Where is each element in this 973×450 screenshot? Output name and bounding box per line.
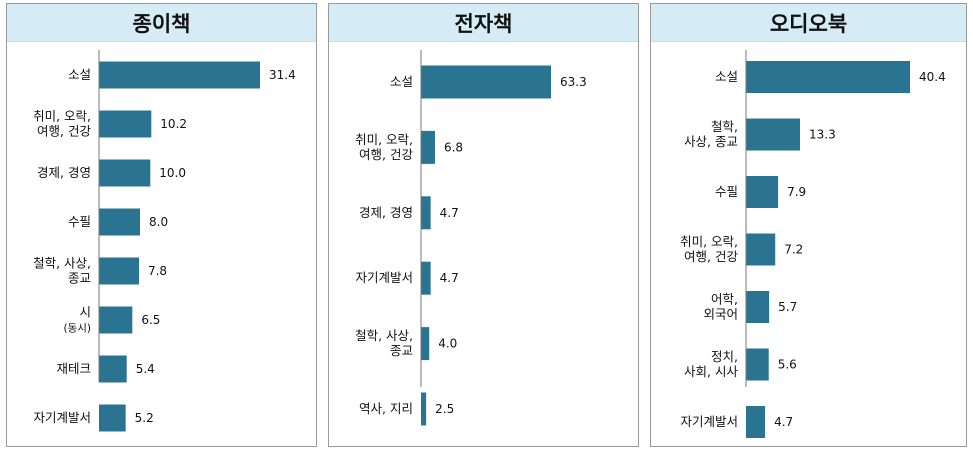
bar bbox=[746, 291, 770, 323]
value-label: 10.2 bbox=[160, 117, 187, 131]
bar bbox=[99, 404, 126, 432]
paper-book-chart: 31.4 소설 10.2 취미, 오락, 여행, 건강 10.0 경제, 경영 8.0 수필 7.… bbox=[33, 50, 296, 432]
audiobook-panel: 오디오북 40.4 소설 13.3 철학, 사상, 종교 7.9 수필 7.2 취미, 오락, 여… bbox=[650, 3, 967, 447]
category-label: 어학, 외국어 bbox=[703, 292, 738, 322]
bar bbox=[421, 65, 551, 99]
value-label: 13.3 bbox=[809, 128, 836, 142]
ebook-chart: 63.3 소설 6.8 취미, 오락, 여행, 건강 4.7 경제, 경영 4.7 자기계발서 4… bbox=[355, 50, 587, 426]
value-label: 4.7 bbox=[774, 415, 793, 429]
value-label: 7.9 bbox=[787, 185, 806, 199]
ebook-panel: 전자책 63.3 소설 6.8 취미, 오락, 여행, 건강 4.7 경제, 경영 4.7 자기… bbox=[328, 3, 639, 447]
category-label: 소설 bbox=[715, 69, 738, 84]
value-label: 6.8 bbox=[444, 140, 463, 154]
bar bbox=[99, 159, 151, 187]
value-label: 2.5 bbox=[435, 402, 454, 416]
bar bbox=[99, 306, 133, 334]
value-label: 40.4 bbox=[919, 70, 946, 84]
category-label: 수필 bbox=[715, 184, 738, 199]
value-label: 5.4 bbox=[136, 362, 155, 376]
category-label: 취미, 오락, 여행, 건강 bbox=[355, 132, 413, 162]
category-label: 시 (동시) bbox=[63, 305, 91, 335]
value-label: 4.7 bbox=[440, 206, 459, 220]
category-label: 철학, 사상, 종교 bbox=[33, 256, 91, 286]
value-label: 63.3 bbox=[560, 75, 587, 89]
category-label: 취미, 오락, 여행, 건강 bbox=[33, 109, 91, 139]
category-label: 자기계발서 bbox=[355, 270, 413, 285]
value-label: 5.2 bbox=[135, 411, 154, 425]
audiobook-chart: 40.4 소설 13.3 철학, 사상, 종교 7.9 수필 7.2 취미, 오락, 여행, 건강… bbox=[680, 50, 946, 438]
category-label: 자기계발서 bbox=[33, 410, 91, 425]
bar bbox=[99, 257, 139, 285]
bar bbox=[421, 261, 431, 295]
value-label: 31.4 bbox=[269, 68, 296, 82]
bar bbox=[99, 208, 141, 236]
panel-title: 오디오북 bbox=[651, 4, 966, 42]
category-label: 경제, 경영 bbox=[37, 165, 91, 180]
category-label: 철학, 사상, 종교 bbox=[355, 328, 413, 358]
bar bbox=[99, 110, 152, 138]
value-label: 10.0 bbox=[159, 166, 186, 180]
value-label: 7.8 bbox=[148, 264, 167, 278]
bar bbox=[746, 233, 776, 266]
bar bbox=[99, 61, 260, 89]
category-label: 소설 bbox=[390, 74, 413, 89]
category-label: 수필 bbox=[68, 214, 91, 229]
value-label: 4.7 bbox=[440, 271, 459, 285]
value-label: 5.6 bbox=[778, 358, 797, 372]
category-label: 경제, 경영 bbox=[359, 205, 413, 220]
bar bbox=[99, 355, 127, 383]
bar bbox=[421, 327, 430, 361]
bar bbox=[746, 118, 800, 151]
paper-book-panel: 종이책 31.4 소설 10.2 취미, 오락, 여행, 건강 10.0 경제, 경영 8.0… bbox=[6, 3, 317, 447]
category-label: 역사, 지리 bbox=[359, 401, 413, 416]
category-label: 소설 bbox=[68, 67, 91, 82]
value-label: 7.2 bbox=[784, 243, 803, 257]
panel-title: 종이책 bbox=[7, 4, 316, 42]
bar bbox=[421, 130, 435, 164]
category-label: 철학, 사상, 종교 bbox=[684, 119, 738, 149]
category-label: 재테크 bbox=[56, 361, 91, 376]
category-label: 정치, 사회, 시사 bbox=[684, 349, 738, 379]
panel-title: 전자책 bbox=[329, 4, 638, 42]
value-label: 5.7 bbox=[778, 300, 797, 314]
bar bbox=[421, 392, 427, 426]
category-label: 취미, 오락, 여행, 건강 bbox=[680, 234, 738, 264]
bar bbox=[421, 196, 431, 230]
bar bbox=[746, 406, 766, 438]
bar bbox=[746, 176, 779, 208]
value-label: 6.5 bbox=[141, 313, 160, 327]
bar bbox=[746, 61, 910, 93]
bar bbox=[746, 348, 769, 381]
value-label: 4.0 bbox=[438, 337, 457, 351]
category-label: 자기계발서 bbox=[680, 414, 738, 429]
value-label: 8.0 bbox=[149, 215, 168, 229]
